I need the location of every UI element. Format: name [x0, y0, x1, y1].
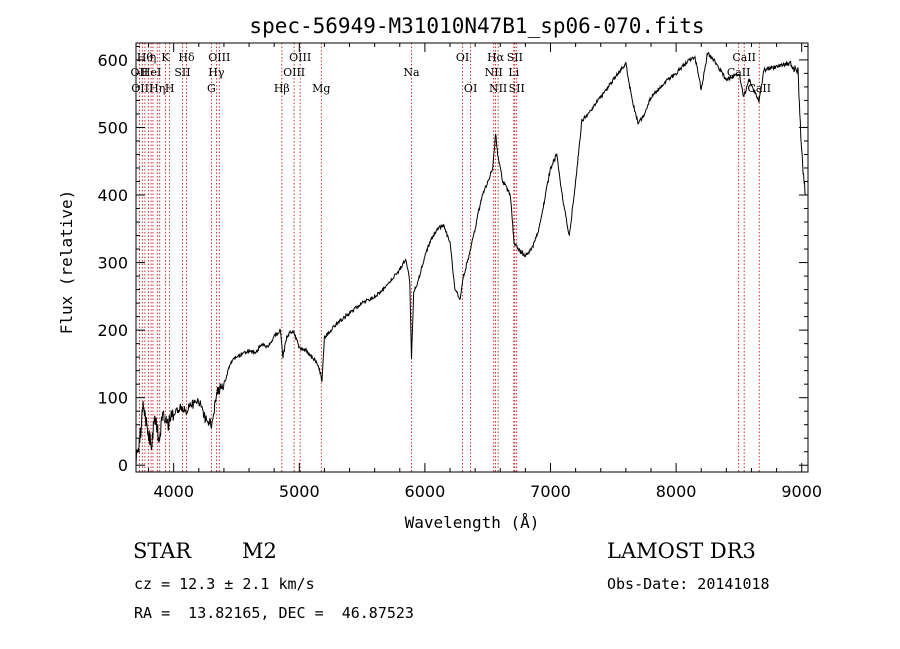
spectral-line-label-11: Hδ	[178, 51, 195, 64]
spectral-line-label-5: η	[150, 51, 157, 64]
spectral-line-label-28: CaII	[727, 66, 751, 79]
spectrum-line	[135, 51, 806, 467]
y-tick-label-4: 400	[97, 186, 128, 205]
y-tick-label-1: 100	[97, 389, 128, 408]
spectral-line-label-21: OI	[464, 82, 477, 95]
spectral-line-label-6: Hη	[149, 82, 165, 95]
x-axis: 4000 5000 6000 7000 8000 9000	[148, 43, 822, 501]
chart-title: spec-56949-M31010N47B1_sp06-070.fits	[249, 14, 704, 38]
spectral-line-label-24: NII	[489, 82, 507, 95]
object-subclass: M2	[242, 539, 277, 563]
x-tick-label-1: 5000	[279, 482, 320, 501]
spectral-line-label-29: CaII	[732, 51, 756, 64]
y-tick-label-2: 200	[97, 321, 128, 340]
redshift-cz: cz = 12.3 ± 2.1 km/s	[134, 575, 315, 593]
spectral-line-label-22: NII	[485, 66, 503, 79]
y-tick-label-0: 0	[118, 456, 128, 475]
spectral-line-label-19: Na	[403, 66, 420, 79]
y-axis: 0 100 200 300 400 500 600	[97, 45, 808, 475]
coordinates: RA = 13.82165, DEC = 46.87523	[134, 604, 414, 622]
x-tick-label-4: 8000	[656, 482, 697, 501]
obs-date: Obs-Date: 20141018	[607, 575, 770, 593]
spectrum-layer	[135, 51, 806, 467]
y-tick-label-3: 300	[97, 254, 128, 273]
y-axis-label: Flux (relative)	[57, 190, 76, 335]
plot-frame	[135, 42, 809, 473]
spectral-line-label-25: Li	[508, 66, 519, 79]
spectral-line-label-27: SII	[509, 82, 525, 95]
spectral-line-label-1: OIII	[131, 82, 153, 95]
spectral-line-label-13: Hγ	[208, 66, 225, 79]
x-tick-label-2: 6000	[405, 482, 446, 501]
y-tick-label-6: 600	[97, 51, 128, 70]
spectral-line-label-0: OII	[131, 66, 149, 79]
spectral-line-label-2: Hθ	[137, 51, 154, 64]
spectral-line-label-20: OI	[456, 51, 469, 64]
spectral-line-label-17: OIII	[289, 51, 311, 64]
y-tick-label-5: 500	[97, 118, 128, 137]
spectral-line-label-16: OIII	[283, 66, 305, 79]
spectral-line-label-18: Mg	[312, 82, 330, 95]
x-tick-label-5: 9000	[781, 482, 822, 501]
x-tick-label-0: 4000	[153, 482, 194, 501]
spectral-line-markers	[138, 43, 760, 472]
spectral-line-label-10: SII	[174, 66, 190, 79]
spectral-line-label-4: HeI	[141, 66, 161, 79]
spectral-line-label-30: CaII	[747, 82, 771, 95]
x-axis-label: Wavelength (Å)	[405, 513, 540, 532]
spectral-line-label-26: SII	[507, 51, 523, 64]
survey-name: LAMOST DR3	[607, 539, 756, 563]
spectral-line-label-14: OIII	[208, 51, 230, 64]
spectral-line-labels: OII OIII Hθ HeI η Hη K H SII Hδ G Hγ OIII Hβ OIII OIII M…	[131, 51, 772, 95]
spectral-line-label-12: G	[207, 82, 216, 95]
spectral-line-label-23: Hα	[487, 51, 505, 64]
spectral-line-label-15: Hβ	[274, 82, 290, 95]
object-class: STAR	[133, 539, 192, 563]
spectral-line-label-9: H	[165, 82, 175, 95]
spectral-line-label-8: K	[161, 51, 170, 64]
x-tick-label-3: 7000	[530, 482, 571, 501]
